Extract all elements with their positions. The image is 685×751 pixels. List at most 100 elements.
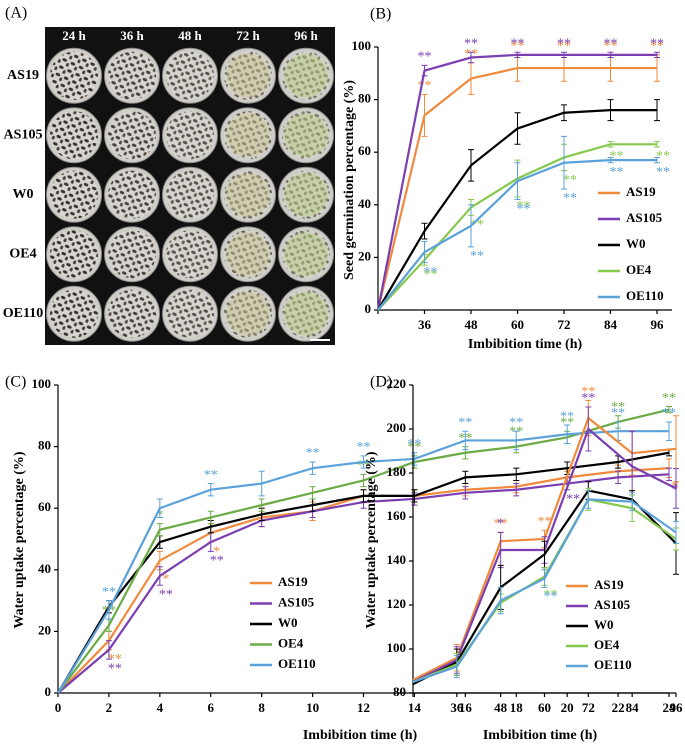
legend-label: AS19 <box>594 577 624 592</box>
row-label: W0 <box>13 187 34 202</box>
y-tick-label: 40 <box>358 196 371 211</box>
legend-label: AS105 <box>626 210 663 225</box>
significance-mark: ** <box>407 440 421 455</box>
legend-label: AS19 <box>278 574 308 589</box>
y-tick-label: 20 <box>358 248 371 263</box>
significance-mark: ** <box>108 652 122 667</box>
error-bar <box>607 51 614 59</box>
significance-mark: ** <box>538 514 552 529</box>
error-bar <box>607 99 614 122</box>
seeds <box>108 51 156 100</box>
x-tick-label: 72 <box>582 700 595 715</box>
x-axis-title: Imbibition time (h) <box>303 728 418 743</box>
y-tick-label: 40 <box>38 561 51 576</box>
seeds <box>224 170 272 219</box>
legend-label: AS105 <box>594 597 631 612</box>
error-bar <box>462 470 469 485</box>
x-tick-label: 6 <box>208 700 215 715</box>
significance-mark: ** <box>407 437 421 452</box>
error-bar <box>421 93 428 137</box>
x-tick-label: 24 <box>663 700 677 715</box>
significance-mark: ** <box>650 39 664 54</box>
seeds <box>166 51 214 100</box>
significance-mark: ** <box>544 587 558 602</box>
x-tick-label: 36 <box>450 700 464 715</box>
error-bar <box>468 149 474 182</box>
y-tick-label: 100 <box>352 38 372 53</box>
significance-mark: ** <box>517 202 531 217</box>
error-bar <box>541 569 548 588</box>
error-bar <box>561 104 567 122</box>
y-tick-label: 60 <box>358 143 371 158</box>
y-tick-label: 80 <box>358 91 371 106</box>
panel-label: (C) <box>5 374 26 391</box>
x-tick-label: 96 <box>670 700 684 715</box>
significance-mark: ** <box>159 587 173 602</box>
significance-mark: ** <box>494 517 508 532</box>
x-tick-label: 16 <box>459 700 473 715</box>
seeds <box>108 289 156 338</box>
x-tick-label: 14 <box>408 700 422 715</box>
error-bar <box>514 51 521 59</box>
error-bar <box>258 498 265 512</box>
row-label: AS105 <box>4 127 43 142</box>
seeds <box>224 230 272 279</box>
error-bar <box>654 99 660 122</box>
significance-mark: ** <box>511 39 525 54</box>
error-bar <box>585 406 592 452</box>
x-tick-label: 84 <box>626 700 640 715</box>
column-label: 72 h <box>236 28 260 43</box>
error-bar <box>629 492 636 511</box>
error-bar <box>462 430 469 451</box>
error-bar <box>105 640 112 660</box>
significance-mark: * <box>162 572 169 587</box>
legend-label: OE4 <box>626 262 652 277</box>
significance-mark: ** <box>464 36 478 51</box>
error-bar <box>468 204 474 248</box>
error-bar <box>207 510 214 525</box>
significance-mark: ** <box>610 149 624 164</box>
error-bar <box>561 135 567 190</box>
y-axis-title: Water uptake percentage (%) <box>12 451 27 629</box>
seeds <box>282 289 330 338</box>
seeds <box>50 230 98 279</box>
y-tick-label: 100 <box>32 376 52 391</box>
y-axis-title: Water uptake percentage (%) <box>364 451 379 629</box>
legend-label: AS105 <box>278 594 315 609</box>
row-label: AS19 <box>7 68 39 83</box>
significance-mark: ** <box>418 50 432 65</box>
column-label: 24 h <box>62 28 86 43</box>
x-tick-label: 48 <box>494 700 508 715</box>
y-tick-label: 80 <box>393 684 406 699</box>
x-tick-label: 96 <box>651 317 665 332</box>
x-tick-label: 72 <box>558 317 571 332</box>
x-axis-title: Imbibition time (h) <box>483 728 598 743</box>
seeds <box>282 51 330 100</box>
y-tick-label: 80 <box>38 438 51 453</box>
significance-mark: ** <box>563 173 577 188</box>
seeds <box>50 111 98 160</box>
significance-mark: ** <box>424 268 438 283</box>
significance-mark: ** <box>581 391 595 406</box>
seeds <box>108 111 156 160</box>
error-bar <box>156 523 163 537</box>
seeds <box>224 289 272 338</box>
seeds <box>224 51 272 100</box>
row-label: OE4 <box>9 246 36 261</box>
error-bar <box>360 455 367 469</box>
error-bar <box>421 64 428 77</box>
seeds <box>166 230 214 279</box>
error-bar <box>421 241 428 264</box>
y-tick-label: 200 <box>387 420 407 435</box>
x-tick-label: 60 <box>511 317 524 332</box>
error-bar <box>666 406 672 414</box>
legend-label: OE110 <box>278 656 316 671</box>
seeds <box>282 170 330 219</box>
y-tick-label: 140 <box>387 552 407 567</box>
error-bar <box>360 489 367 503</box>
y-tick-label: 160 <box>387 508 407 523</box>
error-bar <box>654 141 660 148</box>
x-tick-label: 4 <box>157 700 164 715</box>
x-tick-label: 22 <box>612 700 625 715</box>
